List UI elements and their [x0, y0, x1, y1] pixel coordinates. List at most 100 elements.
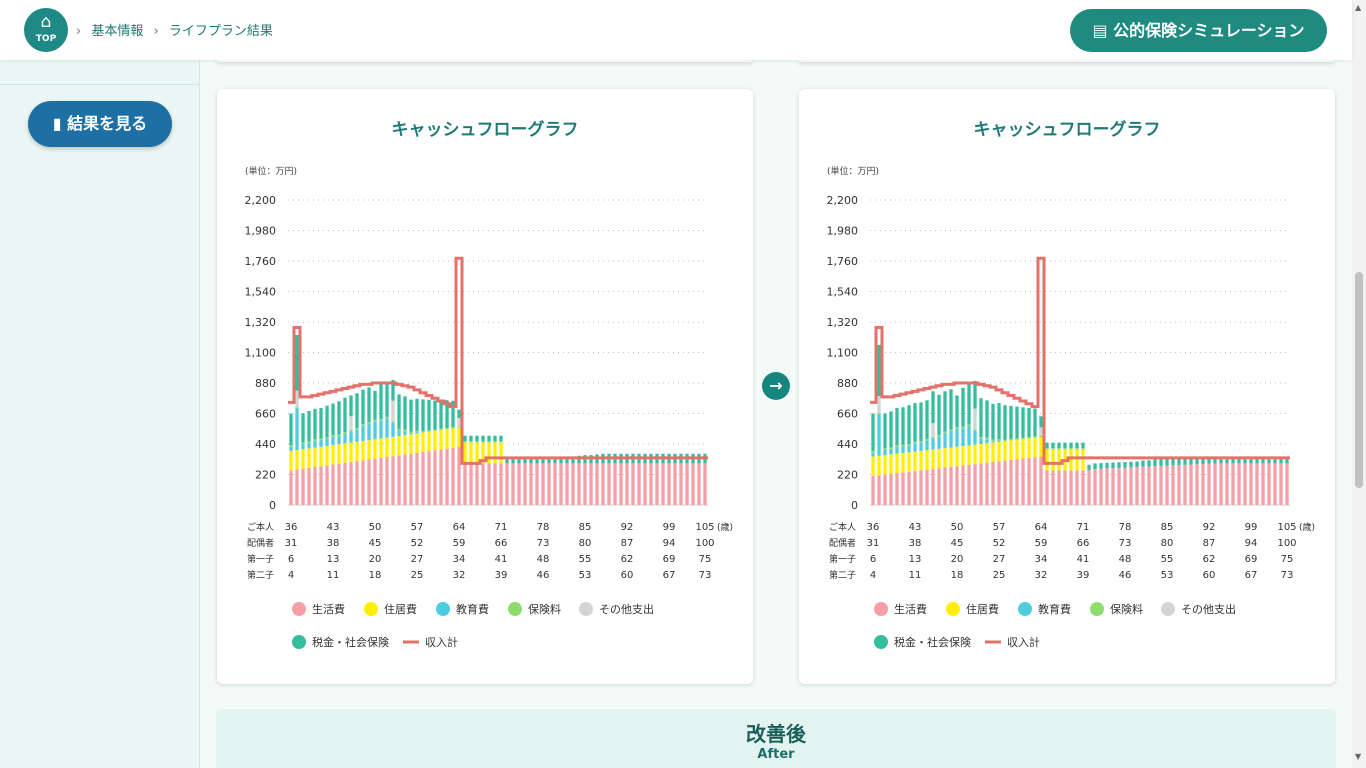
bar-segment	[385, 416, 389, 419]
breadcrumb-lifeplan-result[interactable]: ライフプラン結果	[168, 24, 273, 39]
bar-segment	[925, 440, 929, 451]
bar-segment	[1105, 468, 1109, 505]
bar-segment	[901, 472, 905, 505]
bar-segment	[1033, 436, 1037, 438]
bar-segment	[481, 441, 485, 443]
bar-segment	[331, 435, 335, 437]
bar-segment	[385, 457, 389, 505]
scrollbar-thumb[interactable]	[1355, 272, 1363, 488]
legend-label: 生活費	[894, 602, 927, 616]
bar-segment	[1063, 470, 1067, 505]
bar-segment	[331, 403, 335, 436]
bar-segment	[943, 448, 947, 468]
legend-swatch	[1090, 602, 1104, 616]
bar-segment	[1075, 442, 1079, 449]
legend-swatch	[1161, 602, 1175, 616]
bar-segment	[343, 462, 347, 505]
age-row-label: ご本人	[829, 521, 856, 533]
bar-segment	[937, 448, 941, 469]
bar-segment	[1027, 407, 1031, 438]
age-row-label: 第一子	[829, 553, 856, 565]
bar-segment	[301, 413, 305, 443]
bar-segment	[901, 446, 905, 454]
bar-segment	[577, 455, 581, 464]
home-icon: ⌂	[40, 12, 52, 32]
bar-segment	[391, 456, 395, 505]
age-tick-label: 75	[699, 554, 712, 565]
bar-segment	[613, 463, 617, 505]
bar-segment	[967, 384, 971, 425]
age-tick-label: 80	[579, 538, 592, 549]
age-tick-label: 41	[495, 554, 508, 565]
bar-segment	[559, 463, 563, 505]
bar-segment	[1051, 470, 1055, 505]
y-tick-label: 880	[837, 377, 858, 390]
bar-segment	[331, 436, 335, 446]
bar-segment	[955, 427, 959, 429]
home-button[interactable]: ⌂ TOP	[24, 8, 68, 52]
bar-segment	[931, 437, 935, 439]
breadcrumb-basic-info[interactable]: 基本情報	[91, 24, 144, 39]
bar-segment	[1021, 407, 1025, 438]
bar-segment	[367, 422, 371, 424]
bar-segment	[529, 457, 533, 464]
scroll-up-icon[interactable]: ▲	[1355, 3, 1362, 12]
bar-segment	[1063, 442, 1067, 449]
view-results-button[interactable]: ▮ 結果を見る	[28, 101, 172, 147]
bar-segment	[883, 455, 887, 475]
bar-segment	[409, 399, 413, 432]
bar-segment	[343, 443, 347, 463]
bar-segment	[991, 403, 995, 440]
age-tick-label: 78	[1119, 522, 1132, 533]
legend-label: 税金・社会保険	[312, 635, 389, 649]
scroll-down-icon[interactable]: ▼	[1355, 752, 1362, 761]
bar-segment	[1261, 456, 1265, 464]
bar-segment	[439, 430, 443, 450]
bar-segment	[307, 411, 311, 442]
bar-segment	[301, 442, 305, 444]
bar-segment	[1123, 462, 1127, 468]
cashflow-chart-compare: キャッシュフローグラフ(単位：万円)02204406608801,1001,32…	[827, 119, 1315, 649]
bar-segment	[301, 468, 305, 505]
bar-segment	[1045, 442, 1049, 449]
legend-label: その他支出	[599, 602, 654, 616]
bar-segment	[1003, 460, 1007, 505]
legend-swatch	[436, 602, 450, 616]
bar-segment	[1141, 466, 1145, 505]
bar-segment	[397, 394, 401, 430]
bar-segment	[979, 444, 983, 464]
bar-segment	[307, 442, 311, 449]
age-row-label: 第一子	[247, 553, 274, 565]
public-insurance-simulation-button[interactable]: ▤ 公的保険シミュレーション	[1070, 9, 1327, 52]
age-tick-label: 48	[1119, 554, 1132, 565]
public-insurance-label: 公的保険シミュレーション	[1113, 21, 1305, 40]
bar-segment	[1177, 458, 1181, 466]
bar-segment	[427, 451, 431, 505]
bar-segment	[493, 435, 497, 442]
age-tick-label: 46	[1119, 570, 1132, 581]
bar-segment	[919, 470, 923, 505]
legend-label: 保険料	[1110, 602, 1143, 616]
age-tick-label: 59	[1035, 538, 1048, 549]
bar-segment	[337, 463, 341, 505]
bar-segment	[979, 463, 983, 505]
page-scrollbar[interactable]: ▲ ▼	[1352, 0, 1366, 768]
bar-segment	[1033, 408, 1037, 437]
bar-segment	[907, 444, 911, 446]
bar-segment	[457, 426, 461, 428]
bar-segment	[343, 433, 347, 444]
bar-segment	[583, 463, 587, 505]
legend-swatch	[1018, 602, 1032, 616]
bar-chart-icon: ▮	[52, 114, 68, 133]
bar-segment	[433, 400, 437, 430]
bar-segment	[877, 455, 881, 476]
bar-segment	[499, 442, 503, 464]
bar-segment	[889, 447, 893, 449]
legend-label: 教育費	[456, 602, 489, 616]
bar-segment	[391, 400, 395, 422]
bar-segment	[1237, 456, 1241, 464]
bar-segment	[463, 442, 467, 464]
bar-segment	[373, 439, 377, 459]
bar-segment	[1075, 448, 1079, 450]
age-tick-label: 13	[909, 554, 922, 565]
